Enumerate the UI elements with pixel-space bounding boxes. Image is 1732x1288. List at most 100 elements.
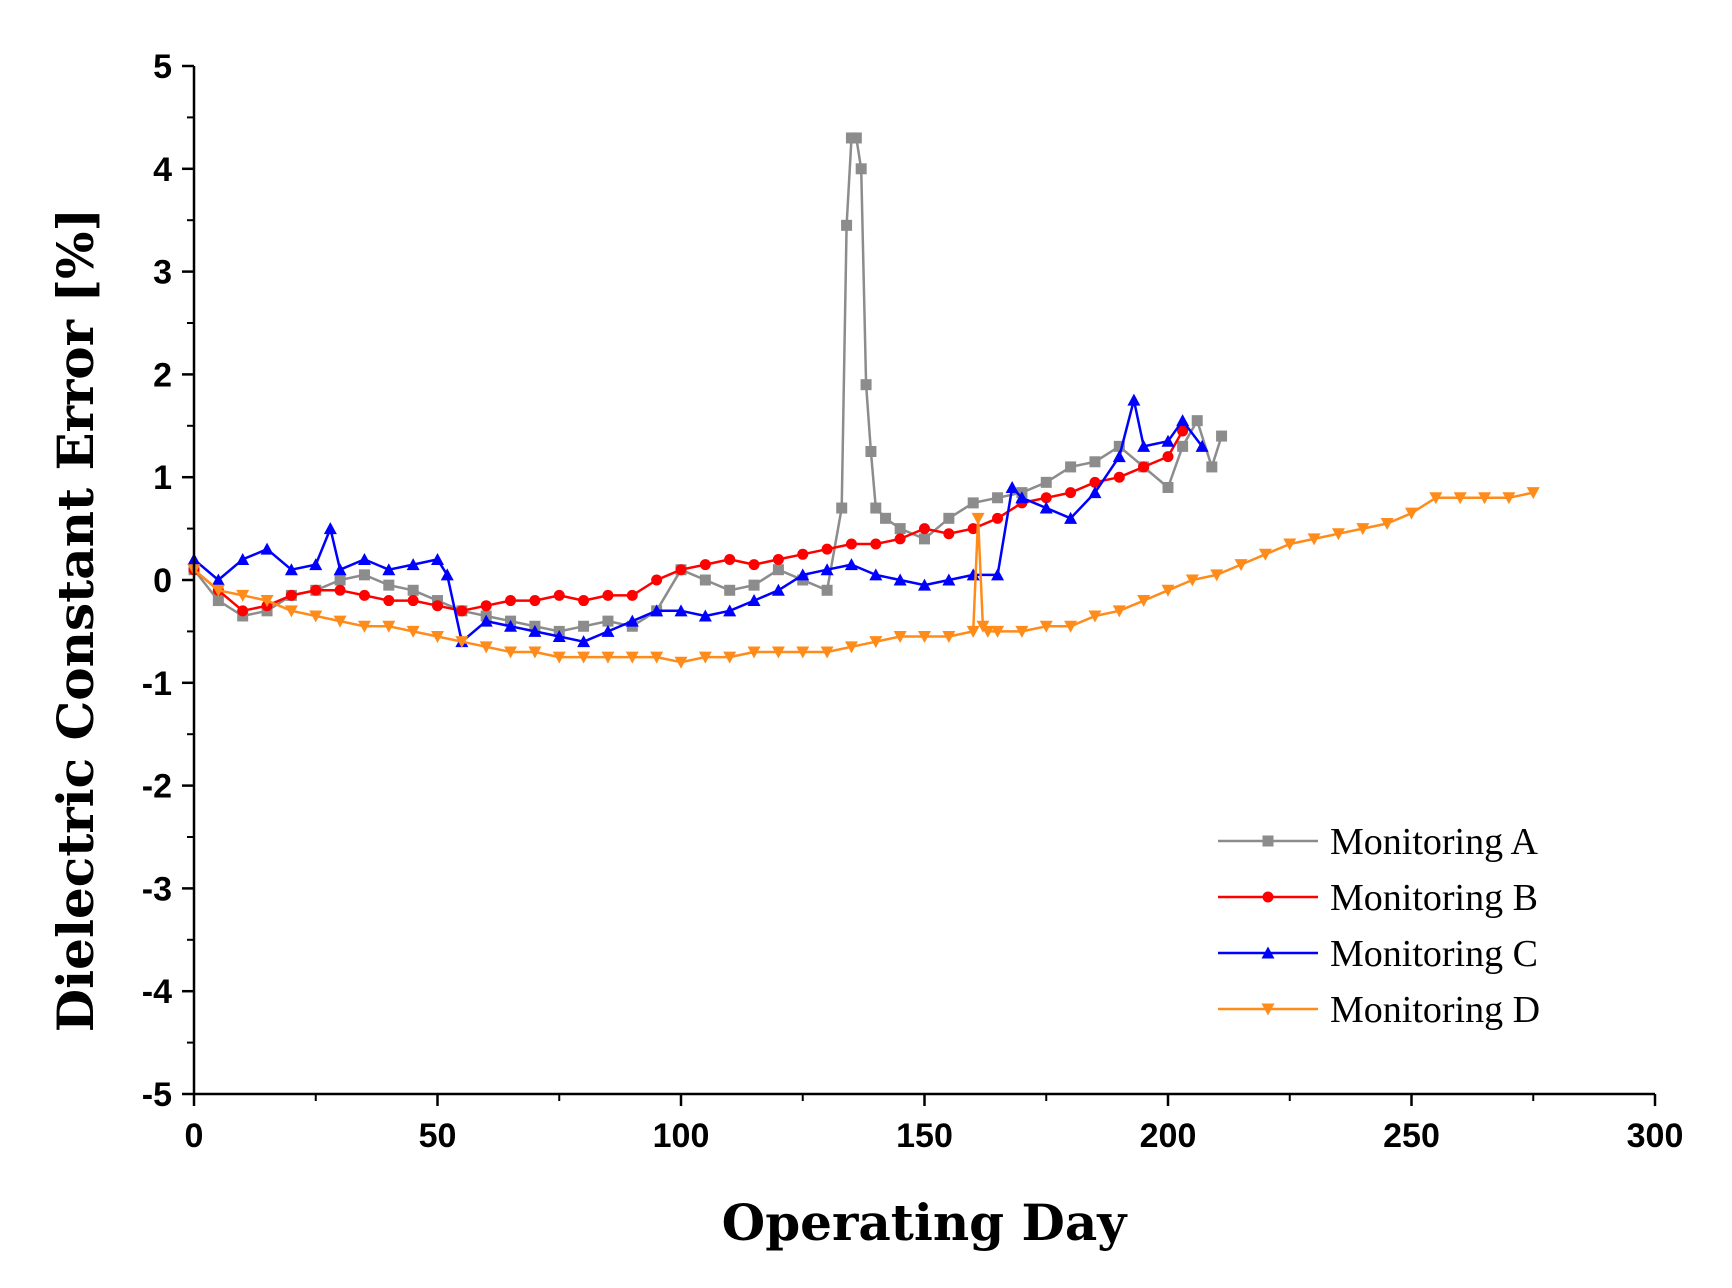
data-point-monitoring-c [601,624,615,637]
data-point-monitoring-c [577,635,591,648]
series-monitoring-c [187,393,1209,648]
data-point-monitoring-a [894,523,906,535]
data-point-monitoring-d [747,646,761,659]
data-point-monitoring-a [1162,481,1174,493]
data-point-monitoring-d [528,646,542,659]
data-point-monitoring-b [797,548,809,560]
data-point-monitoring-b [845,538,857,550]
data-point-monitoring-b [578,595,590,607]
data-point-monitoring-b [748,559,760,571]
data-point-monitoring-d [1064,620,1078,633]
data-point-monitoring-d [552,651,566,664]
data-point-monitoring-d [382,620,396,633]
data-point-monitoring-d [309,610,323,623]
data-point-monitoring-d [1283,538,1297,551]
data-point-monitoring-c [260,542,274,555]
data-point-monitoring-c [1005,480,1019,493]
y-tick-label: 0 [153,562,172,600]
data-point-monitoring-c [1195,439,1209,452]
data-point-monitoring-d [1307,533,1321,546]
ticks-layer: 0 50 100 150 200 250 300 -5 -4 -3 -2 -1 0 1 2 3 4 5 [142,48,1684,1155]
data-point-monitoring-d [1039,620,1053,633]
y-tick-label: -2 [142,768,172,806]
data-point-monitoring-c [625,614,639,627]
legend: Monitoring A Monitoring B Monitoring C Moni… [1218,821,1540,1031]
data-point-monitoring-b [456,605,468,617]
data-point-monitoring-c [698,609,712,622]
y-tick-label: 5 [153,48,172,86]
data-point-monitoring-d [1234,559,1248,572]
x-tick-label: 250 [1383,1117,1440,1155]
data-point-monitoring-a [1065,461,1077,473]
data-point-monitoring-b [237,605,249,617]
data-point-monitoring-a [748,579,760,591]
legend-marker-monitoring-b [1262,891,1274,903]
data-point-monitoring-d [966,625,980,638]
data-point-monitoring-a [1216,430,1228,442]
y-tick-label: 4 [153,151,172,189]
data-point-monitoring-a [860,379,872,391]
data-point-monitoring-b [529,595,541,607]
data-point-monitoring-b [505,595,517,607]
data-point-monitoring-d [771,646,785,659]
data-point-monitoring-d [211,584,225,597]
x-tick-label: 300 [1627,1117,1684,1155]
data-point-monitoring-c [1161,434,1175,447]
legend-item-monitoring-d: Monitoring D [1218,989,1540,1031]
data-point-monitoring-b [992,512,1004,524]
x-tick-label: 0 [185,1117,204,1155]
data-point-monitoring-c [942,573,956,586]
data-point-monitoring-d [431,631,444,644]
data-point-monitoring-c [309,558,323,571]
legend-label-monitoring-a: Monitoring A [1330,821,1539,863]
data-point-monitoring-d [284,605,298,618]
data-point-monitoring-a [943,512,955,524]
series-line-monitoring-c [193,398,1204,643]
data-point-monitoring-a [870,502,882,514]
data-point-monitoring-a [919,533,930,545]
data-point-monitoring-c [552,630,566,643]
data-point-monitoring-b [772,553,784,565]
series-line-monitoring-a [193,136,1223,633]
data-point-monitoring-d [406,625,420,638]
data-point-monitoring-d [1405,507,1418,520]
data-point-monitoring-c [211,573,225,586]
data-point-monitoring-d [1185,574,1199,587]
data-point-monitoring-d [260,595,274,608]
data-point-monitoring-c [1064,511,1078,524]
series-line-monitoring-d [193,491,1534,664]
data-point-monitoring-b [310,584,322,596]
data-point-monitoring-d [796,646,810,659]
data-point-monitoring-c [771,583,785,596]
data-point-monitoring-c [674,604,688,617]
series-layer [187,132,1540,669]
data-point-monitoring-b [1177,425,1189,437]
legend-item-monitoring-a: Monitoring A [1218,821,1539,863]
legend-label-monitoring-c: Monitoring C [1330,933,1538,975]
data-point-monitoring-b [1065,487,1077,499]
y-tick-label: -5 [142,1076,172,1114]
data-point-monitoring-c [1088,486,1102,499]
data-point-monitoring-d [1331,528,1345,541]
legend-item-monitoring-b: Monitoring B [1218,877,1538,919]
data-point-monitoring-c [406,558,420,571]
data-point-monitoring-d [1258,548,1272,561]
data-point-monitoring-c [357,552,371,565]
data-point-monitoring-a [724,584,736,596]
data-point-monitoring-b [821,543,833,555]
data-point-monitoring-b [553,589,565,601]
data-point-monitoring-d [236,589,250,602]
data-point-monitoring-a [836,502,848,514]
x-tick-label: 150 [896,1117,953,1155]
data-point-monitoring-b [1089,476,1101,488]
data-point-monitoring-a [383,579,395,591]
data-point-monitoring-d [1112,605,1126,618]
data-point-monitoring-d [918,631,931,644]
data-point-monitoring-d [333,615,347,628]
data-point-monitoring-d [674,656,688,669]
data-point-monitoring-a [772,564,784,576]
y-tick-label: 1 [153,459,172,497]
data-point-monitoring-d [1088,610,1102,623]
data-point-monitoring-a [992,492,1004,504]
